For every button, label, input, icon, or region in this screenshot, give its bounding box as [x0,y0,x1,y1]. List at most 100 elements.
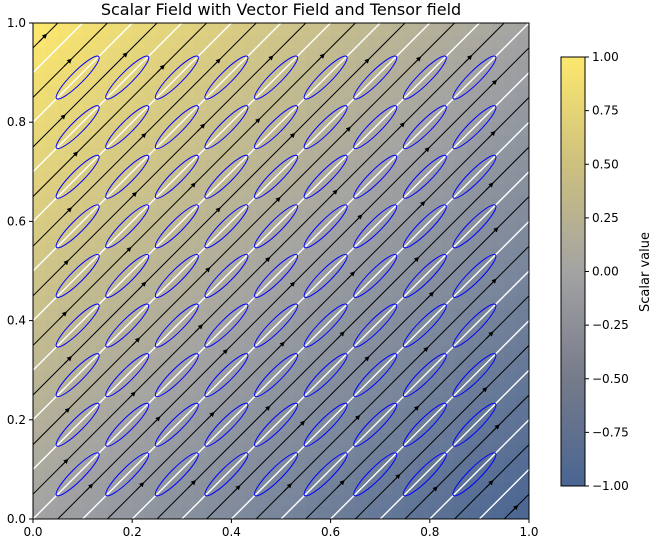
scalar-cell [219,357,232,371]
vector-field-layer [33,23,529,519]
scalar-cell [429,97,443,111]
scalar-cell [206,419,220,433]
scalar-cell [355,23,369,36]
scalar-cell [417,432,431,446]
scalar-cell [380,419,394,433]
scalar-cell [281,171,294,185]
scalar-cell [305,444,319,458]
scalar-cell [107,196,121,210]
scalar-cell [243,333,257,346]
scalar-cell [516,134,529,148]
scalar-cell [194,308,208,322]
scalar-cell [181,419,195,433]
scalar-cell [305,246,319,260]
scalar-cell [491,233,505,247]
scalar-cell [429,72,443,86]
scalar-cell [206,47,220,61]
scalar-cell [405,345,418,359]
scalar-cell [144,258,158,272]
scalar-cell [405,246,418,260]
scalar-cell [206,444,220,458]
vector-arrow [411,405,420,414]
scalar-cell [206,271,220,284]
scalar-cell [107,23,121,36]
contour-line [478,468,529,519]
scalar-cell [33,419,46,433]
vector-arrow [425,291,435,300]
scalar-cell [169,283,183,297]
scalar-cell [95,283,108,297]
scalar-cell [57,395,71,408]
scalar-cell [119,184,133,198]
scalar-cell [243,432,257,446]
tensor-ellipse [254,402,299,447]
scalar-cell [417,209,431,222]
scalar-cell [219,258,232,272]
scalar-cell [454,47,468,61]
scalar-cell [82,419,96,433]
scalar-cell [355,246,369,260]
scalar-cell [206,395,220,408]
vector-arrow [276,341,285,350]
vector-arrow [63,207,72,216]
scalar-cell [516,407,529,421]
scalar-cell [504,72,518,86]
vector-arrow [123,246,132,255]
scalar-cell [231,122,245,136]
scalar-cell [82,171,96,185]
scalar-cell [442,159,456,173]
scalar-cell [479,221,493,235]
scalar-cell [504,395,518,408]
scalar-cell [181,171,195,185]
scalar-cell [82,196,96,210]
scalar-cell [516,283,529,297]
tensor-ellipse [105,154,150,199]
scalar-cell [181,221,195,235]
scalar-cell [107,271,121,284]
scalar-cell [256,47,270,61]
tensor-ellipse [105,253,150,298]
scalar-cell [442,184,456,198]
scalar-cell [330,23,344,36]
scalar-cell [442,357,456,371]
scalar-cell [256,469,270,483]
contour-line [33,23,529,519]
scalar-cell [281,345,294,359]
scalar-cell [107,469,121,483]
scalar-cell [504,147,518,160]
scalar-cell [504,271,518,284]
scalar-cell [256,271,270,284]
scalar-cell [467,184,480,198]
tensor-ellipse [353,402,398,447]
tensor-ellipse [204,253,249,298]
scalar-cell [219,60,232,74]
scalar-cell [181,47,195,61]
scalar-cell [45,481,59,495]
vector-arrow [491,424,500,433]
scalar-cell [157,395,170,408]
scalar-cell [169,209,183,222]
scalar-cell [343,457,356,470]
scalar-cell [256,246,270,260]
scalar-cell [491,109,505,123]
scalar-cell [479,494,493,508]
scalar-cell [157,196,170,210]
scalar-cell [144,159,158,173]
scalar-cell [82,295,96,309]
scalar-cell [380,147,394,160]
scalar-cell [281,196,294,210]
scalar-cell [119,85,133,98]
scalar-cell [293,85,307,98]
scalar-cell [343,382,356,396]
scalar-cell [169,85,183,98]
scalar-cell [330,147,344,160]
scalar-cell [343,407,356,421]
scalar-cell [305,147,319,160]
scalar-cell [405,122,418,136]
scalar-cell [33,295,46,309]
scalar-cell [367,506,381,519]
tensor-ellipse [353,105,398,150]
scalar-cell [82,246,96,260]
scalar-cell [194,457,208,470]
scalar-cell [429,295,443,309]
